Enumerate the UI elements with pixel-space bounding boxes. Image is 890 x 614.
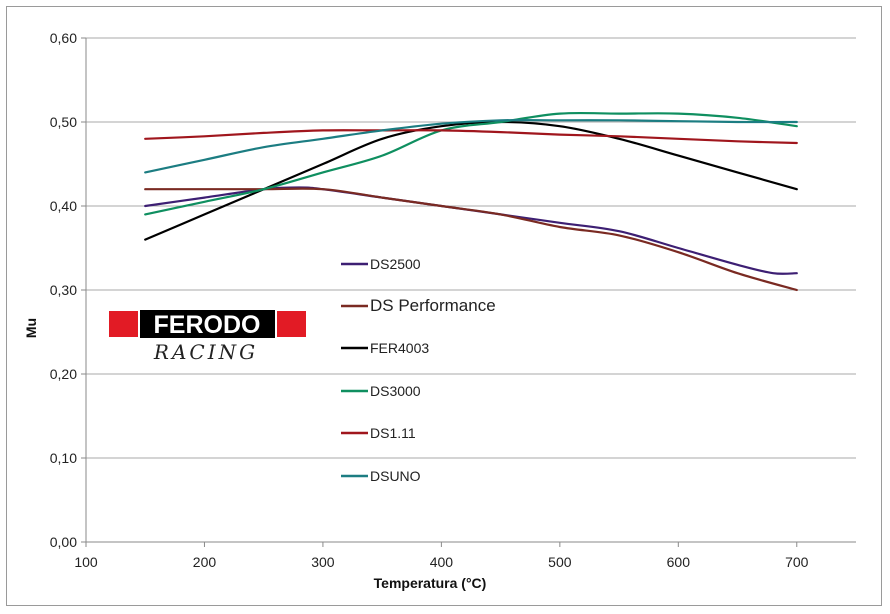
y-tick-label: 0,40 bbox=[50, 198, 77, 214]
legend-label: DS1.11 bbox=[370, 425, 416, 441]
series-lines bbox=[144, 111, 798, 292]
y-tick-label: 0,30 bbox=[50, 282, 77, 298]
y-tick-label: 0,20 bbox=[50, 366, 77, 382]
x-tick-labels: 100 200 300 400 500 600 700 bbox=[74, 554, 808, 570]
x-tick-label: 600 bbox=[667, 554, 691, 570]
x-tick-label: 700 bbox=[785, 554, 809, 570]
series-line-2 bbox=[144, 120, 798, 241]
legend-label: DS3000 bbox=[370, 383, 421, 399]
legend-label: DS Performance bbox=[370, 296, 496, 315]
y-tick-label: 0,50 bbox=[50, 114, 77, 130]
y-tick-label: 0,60 bbox=[50, 30, 77, 46]
logo-red-bar-left bbox=[109, 311, 139, 337]
x-tick-label: 100 bbox=[74, 554, 98, 570]
legend-label: FER4003 bbox=[370, 340, 429, 356]
chart-frame bbox=[6, 6, 882, 606]
legend-label: DS2500 bbox=[370, 256, 421, 272]
axes bbox=[81, 37, 856, 547]
series-line-1 bbox=[144, 187, 798, 292]
y-tick-label: 0,10 bbox=[50, 450, 77, 466]
x-tick-label: 200 bbox=[193, 554, 217, 570]
y-axis-title: Mu bbox=[23, 318, 39, 338]
x-tick-label: 400 bbox=[430, 554, 454, 570]
x-tick-label: 300 bbox=[311, 554, 335, 570]
grid-lines bbox=[86, 37, 856, 459]
y-tick-labels: 0,00 0,10 0,20 0,30 0,40 0,50 0,60 bbox=[50, 30, 77, 550]
series-line-0 bbox=[144, 186, 798, 275]
logo-brand-box bbox=[138, 308, 277, 340]
x-tick-label: 500 bbox=[548, 554, 572, 570]
logo-brand-text: FERODO bbox=[154, 311, 261, 339]
series-line-3 bbox=[144, 111, 798, 216]
logo-subtitle-text: RACING bbox=[153, 340, 258, 364]
series-line-4 bbox=[144, 129, 798, 145]
ferodo-racing-logo: FERODO RACING bbox=[109, 308, 306, 364]
legend-label: DSUNO bbox=[370, 468, 421, 484]
series-line-5 bbox=[144, 118, 798, 174]
logo-red-bar-right bbox=[276, 311, 306, 337]
y-tick-label: 0,00 bbox=[50, 534, 77, 550]
legend: DS2500 DS Performance FER4003 DS3000 DS1.11 D… bbox=[341, 256, 496, 484]
x-axis-title: Temperatura (°C) bbox=[374, 575, 487, 591]
